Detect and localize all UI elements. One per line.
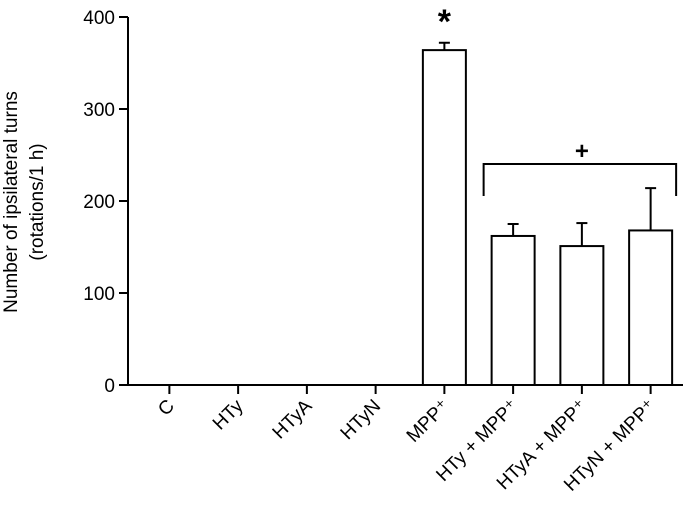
- y-axis-label-line1: Number of ipsilateral turns: [1, 91, 22, 313]
- y-tick-label-300: 300: [83, 100, 115, 121]
- significance-asterisk: *: [438, 3, 452, 41]
- bar-5: [490, 234, 536, 386]
- y-tick-label-100: 100: [83, 284, 115, 305]
- bar-6: [559, 245, 605, 386]
- category-labels: C HTy HTyA HTyN MPP⁺HTy + MPP⁺HTyA + MPP⁺HTy…: [154, 385, 660, 496]
- bar-4: [421, 49, 467, 387]
- category-label-3: HTyN: [337, 396, 385, 444]
- annotations: *+: [438, 3, 678, 196]
- bar-7: [628, 229, 674, 386]
- category-label-1: HTy: [209, 395, 248, 434]
- significance-plus: +: [575, 138, 589, 165]
- y-tick-label-200: 200: [83, 192, 115, 213]
- y-tick-label-400: 400: [83, 8, 115, 29]
- category-label-2: HTyA: [269, 395, 317, 443]
- bars: [421, 41, 674, 387]
- category-label-4: MPP⁺: [403, 396, 454, 447]
- group-bracket: [482, 163, 678, 196]
- y-axis: 0 100 200 300 400: [83, 8, 683, 397]
- y-axis-label-line2: (rotations/1 h): [27, 143, 48, 260]
- y-tick-label-0: 0: [104, 376, 115, 397]
- category-label-0: C: [154, 396, 179, 421]
